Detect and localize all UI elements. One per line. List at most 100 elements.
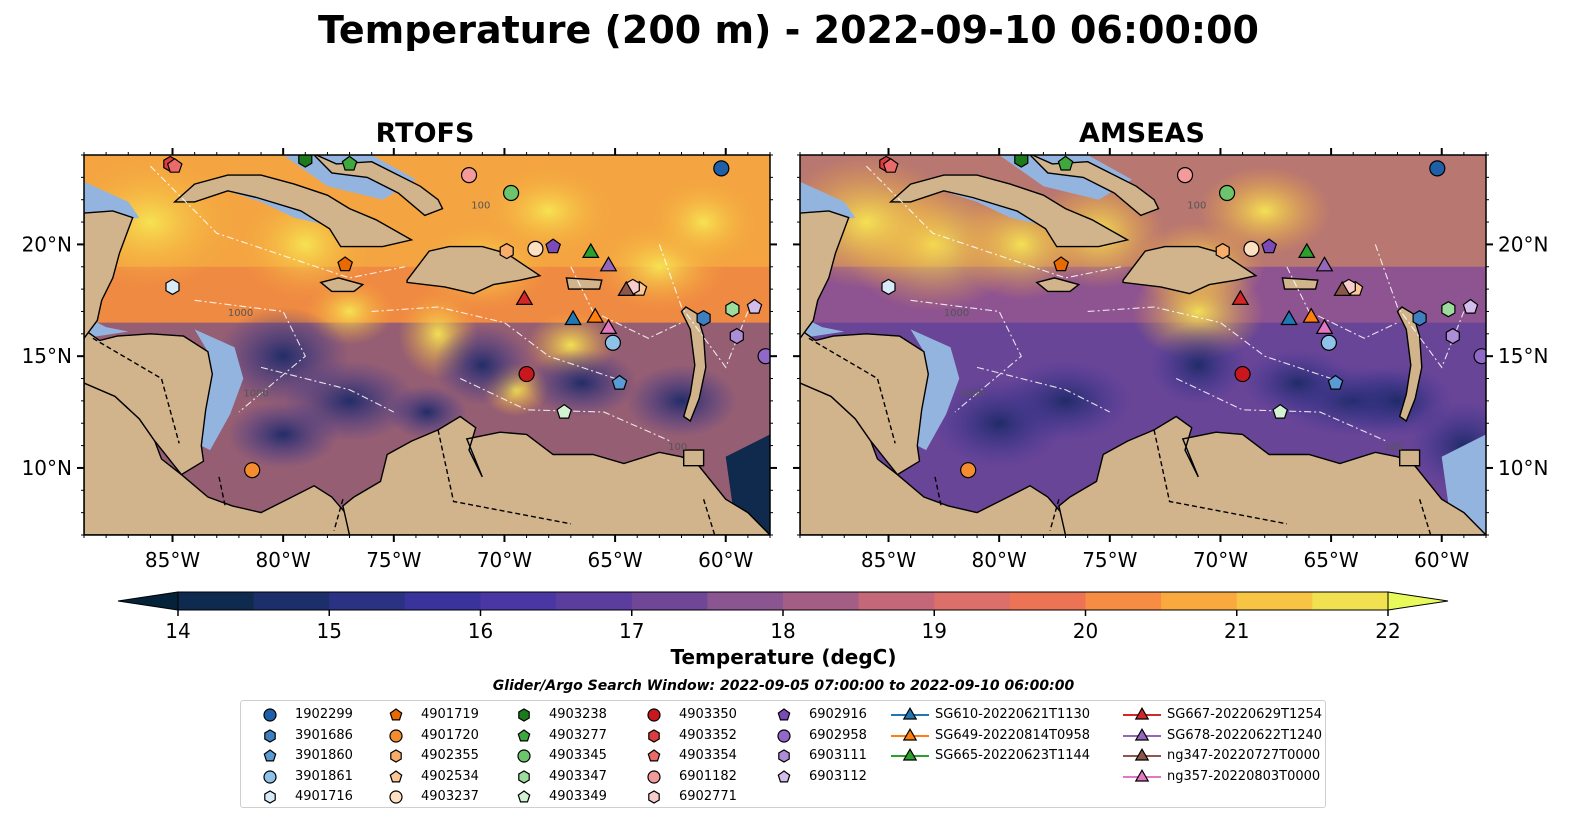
colorbar-segment: [404, 592, 481, 610]
country-border: [702, 499, 716, 535]
colorbar-segment: [556, 592, 633, 610]
colorbar-segment: [1085, 592, 1162, 610]
legend-hexagon-icon: [390, 749, 402, 763]
country-border: [1153, 429, 1287, 525]
legend-pentagon-icon: [647, 749, 661, 762]
legend-marker-pentagon-icon: [777, 708, 791, 721]
platform-marker-ng347-20220727T0000: [1333, 280, 1352, 296]
shallow-gulf-honduras: [800, 315, 845, 339]
country-border: [218, 476, 227, 509]
legend-hexagon-icon: [518, 769, 530, 784]
platform-marker-4903349: [556, 403, 573, 419]
lat-tick-label: 20°N: [1498, 232, 1548, 256]
platform-marker-SG667-20220629T1254: [1231, 289, 1250, 305]
legend-pentagon-icon: [517, 728, 531, 741]
legend-hexagon-icon: [778, 749, 790, 763]
lon-tick-label: 60°W: [698, 548, 753, 572]
legend-label: 6901182: [679, 768, 737, 784]
legend-circle-icon: [647, 708, 661, 722]
colorbar-segment: [329, 592, 406, 610]
legend-hexagon-icon: [648, 728, 660, 743]
legend-marker-triangle-icon: [891, 727, 929, 741]
map-panel-amseas: 100 1000 100 1000 85°W 80°W 75°W 70°W 65°W 60°W 20…: [793, 148, 1548, 572]
legend-label: 3901686: [295, 727, 353, 743]
eez-boundary: [570, 266, 682, 339]
land-lesser-antilles: [680, 306, 707, 423]
cold-eddy: [626, 365, 737, 437]
legend-marker-triangle-icon: [891, 747, 929, 761]
lon-tick-label: 85°W: [861, 548, 916, 572]
legend-circle-icon: [517, 749, 531, 763]
colorbar-segment: [631, 592, 708, 610]
colorbar-tick-label: 17: [619, 619, 644, 643]
eez-boundary: [459, 378, 671, 442]
shallow-bahamas-bank: [999, 155, 1132, 200]
legend-label: 4903350: [679, 707, 737, 722]
platform-marker-4903345: [1218, 184, 1236, 202]
cold-eddy: [999, 360, 1132, 442]
platform-marker-4901720: [960, 462, 977, 479]
legend-label: 6902771: [679, 789, 737, 804]
land-cuba: [172, 174, 414, 248]
platform-marker-SG665-20220623T1144: [581, 242, 600, 258]
colorbar-extend-high: [1387, 591, 1449, 611]
legend-triangle-icon: [1134, 747, 1150, 761]
shallow-nicaragua-shelf: [194, 329, 244, 451]
platform-marker-4903350: [518, 365, 535, 383]
legend-label: 4901716: [295, 789, 353, 804]
legend-marker-hexagon-icon: [518, 769, 530, 784]
legend-circle-icon: [777, 728, 791, 743]
legend-circle-icon: [647, 769, 661, 784]
platform-marker-SG667-20220629T1254: [515, 289, 534, 305]
cold-eddy: [1149, 324, 1248, 406]
shallow-cuba-bank: [928, 186, 1039, 225]
land-lesser-antilles: [1396, 306, 1423, 423]
platform-marker-6901182: [1176, 167, 1194, 184]
legend-marker-hexagon-icon: [264, 728, 276, 743]
platform-marker-6902916: [545, 238, 562, 254]
legend-triangle-icon: [902, 706, 918, 720]
legend-marker-circle-icon: [389, 728, 403, 743]
legend-pentagon-icon: [517, 790, 531, 803]
country-border: [92, 337, 180, 444]
legend-label: 4902355: [421, 748, 479, 763]
colorbar-segment: [934, 592, 1011, 610]
platform-marker-4903237: [527, 240, 544, 257]
legend-marker-pentagon-icon: [389, 769, 403, 782]
legend-marker-circle-icon: [389, 790, 403, 804]
contour-label: 1000: [228, 308, 253, 319]
panel-title-amseas: AMSEAS: [1079, 118, 1205, 149]
platform-marker-4903347: [725, 301, 740, 318]
legend-label: 4903345: [549, 748, 607, 763]
colorbar-segment: [1312, 592, 1389, 610]
legend-circle-icon: [263, 769, 277, 784]
legend-circle-icon: [389, 728, 403, 743]
cold-eddy: [433, 324, 532, 406]
land-south-america: [1058, 415, 1486, 535]
contour-label: 100: [1384, 442, 1403, 453]
legend-label: SG649-20220814T0958: [935, 727, 1091, 743]
legend-marker-hexagon-icon: [390, 749, 402, 763]
platform-marker-SG649-20220814T0958: [1302, 307, 1321, 323]
legend-pentagon-icon: [777, 769, 791, 782]
platform-marker-3901860: [1327, 374, 1344, 390]
colorbar-tick-label: 19: [922, 619, 947, 643]
platform-marker-3901860: [611, 374, 628, 390]
shallow-bahamas-bank: [283, 155, 416, 200]
legend-marker-pentagon-icon: [517, 728, 531, 741]
legend-label: ng357-20220803T0000: [1167, 768, 1321, 784]
legend-label: SG667-20220629T1254: [1167, 707, 1323, 722]
legend-triangle-icon: [1134, 727, 1150, 741]
legend-label: 6902916: [809, 707, 867, 722]
colorbar-segment: [1161, 592, 1238, 610]
country-border: [333, 499, 344, 531]
legend-marker-pentagon-icon: [647, 749, 661, 762]
lon-tick-label: 75°W: [366, 548, 421, 572]
legend-hexagon-icon: [264, 790, 276, 804]
legend-pentagon-icon: [389, 769, 403, 782]
legend-label: SG678-20220622T1240: [1167, 727, 1323, 743]
map-frame: [83, 154, 771, 536]
colorbar: 14 15 16 17 18 19 20 21 22: [117, 591, 1449, 643]
platform-marker-SG649-20220814T0958: [586, 307, 605, 323]
lon-tick-label: 75°W: [1082, 548, 1137, 572]
